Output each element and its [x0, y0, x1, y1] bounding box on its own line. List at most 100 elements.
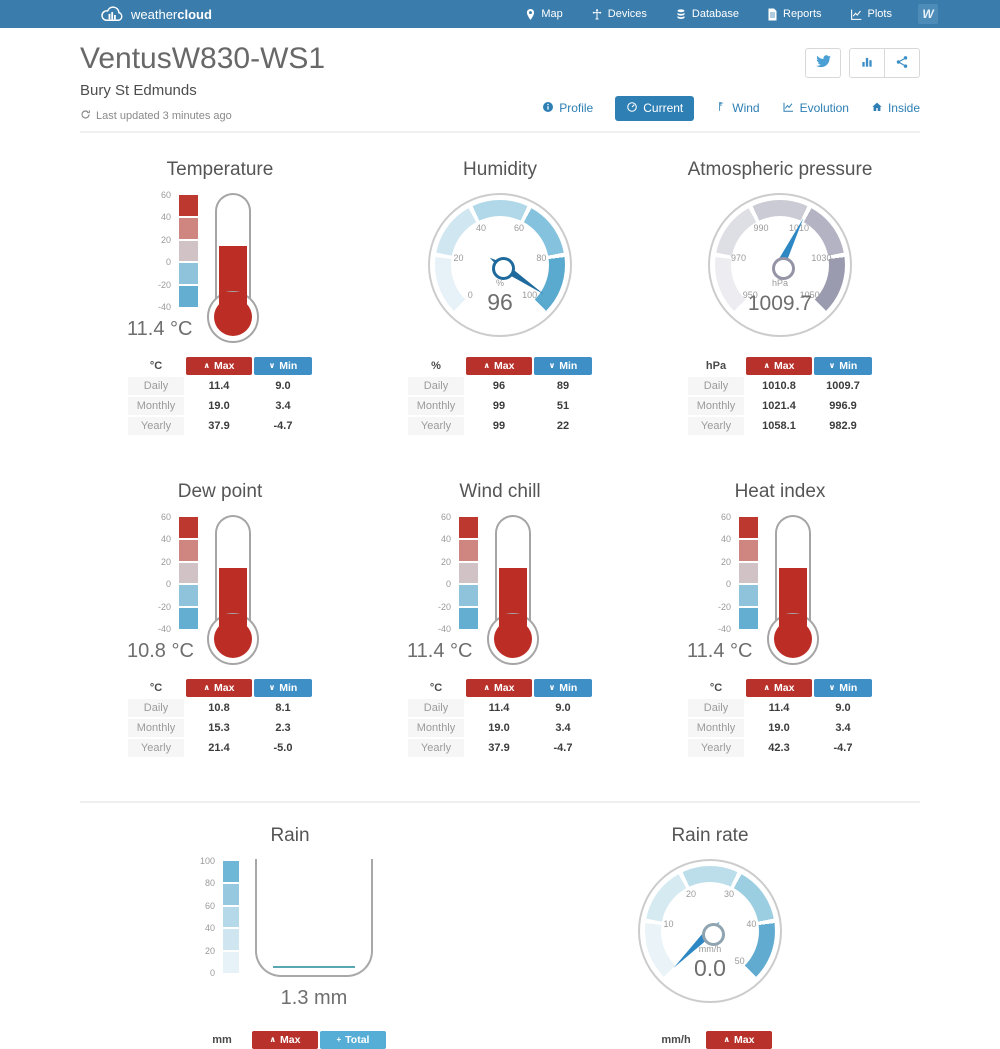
info-icon: [542, 101, 554, 116]
wind-chill-thermometer: 60 40 20 0 -20 -40 11.4 °C: [407, 511, 585, 667]
pressure-unit: hPa: [771, 277, 788, 288]
rain-color-scale: [223, 861, 239, 973]
pressure-widget: Atmospheric pressure 950 970 990 1010 10…: [640, 133, 920, 435]
social-buttons: [805, 48, 920, 78]
nav-item-reports[interactable]: Reports: [767, 8, 822, 21]
widget-title-rain: Rain: [270, 825, 310, 846]
pressure-table: hPa ∧ Max ∨ Min Daily 1010.8 1009.7 Monthl…: [688, 357, 872, 435]
rain-table: mm ∧ Max + Total: [194, 1031, 386, 1049]
dew-point-value: 10.8 °C: [127, 640, 194, 662]
brand-cloud: cloud: [177, 6, 212, 22]
widget-title-wind-chill: Wind chill: [459, 481, 541, 502]
last-updated: Last updated 3 minutes ago: [80, 109, 325, 123]
min-column-header: ∨ Min: [534, 679, 592, 697]
max-column-header: ∧ Max: [706, 1031, 772, 1049]
tab-profile[interactable]: Profile: [542, 96, 593, 121]
nav-item-plots[interactable]: Plots: [850, 8, 892, 21]
total-column-header: + Total: [320, 1031, 386, 1049]
pressure-value: 1009.7: [747, 291, 813, 315]
nav-item-database[interactable]: Database: [675, 8, 739, 21]
rain-rate-widget: Rain rate 10 20 30 40 50 mm/h 0.0 mm/h ∧…: [500, 803, 920, 1049]
refresh-icon[interactable]: [80, 109, 91, 123]
heat-index-thermometer: 60 40 20 0 -20 -40 11.4 °C: [687, 511, 865, 667]
station-location: Bury St Edmunds: [80, 82, 197, 99]
min-column-header: ∨ Min: [254, 357, 312, 375]
widget-title-humidity: Humidity: [463, 159, 537, 180]
nav-item-devices[interactable]: Devices: [591, 8, 647, 21]
humidity-widget: Humidity 0 20 40 60 80 100 % 96 %: [360, 133, 640, 435]
dew-point-thermometer: 60 40 20 0 -20 -40 10.8 °C: [127, 511, 305, 667]
humidity-value: 96: [487, 288, 513, 315]
evolution-chart-icon: [782, 101, 795, 116]
widget-title-dew-point: Dew point: [177, 481, 263, 502]
min-column-header: ∨ Min: [534, 357, 592, 375]
top-nav: weathercloud Map Devices Database Report…: [0, 0, 1000, 28]
home-icon: [871, 101, 883, 116]
widget-title-heat-index: Heat index: [734, 481, 826, 502]
max-column-header: ∧ Max: [746, 357, 812, 375]
report-document-icon: [767, 8, 778, 21]
heat-index-value: 11.4 °C: [687, 640, 753, 662]
wind-chill-color-scale: [459, 517, 478, 629]
dew-point-table: °C ∧ Max ∨ Min Daily 10.8 8.1 Monthly 15.3…: [128, 679, 312, 757]
section-divider: [80, 801, 920, 803]
temperature-value: 11.4 °C: [127, 318, 193, 340]
brand-weather: weather: [131, 6, 178, 22]
wind-chill-widget: Wind chill 60 40 20 0 -20 -40 11.4 °C °: [360, 455, 640, 757]
dew-point-widget: Dew point 60 40 20 0 -20 -40 10.8 °C °C: [80, 455, 360, 757]
rain-widget: Rain 100 80 60 40 20 0 1.3 mm mm ∧ Max + T…: [80, 803, 500, 1049]
rain-rate-value: 0.0: [694, 954, 726, 981]
share-icon: [895, 55, 909, 72]
tab-inside[interactable]: Inside: [871, 96, 920, 121]
heat-index-widget: Heat index 60 40 20 0 -20 -40 11.4 °C °: [640, 455, 920, 757]
rain-rate-unit: mm/h: [698, 943, 722, 954]
humidity-unit: %: [495, 277, 504, 288]
wind-chill-value: 11.4 °C: [407, 640, 473, 662]
dew-point-color-scale: [179, 517, 198, 629]
widget-title-rain-rate: Rain rate: [671, 825, 749, 846]
map-pin-icon: [525, 8, 536, 21]
max-column-header: ∧ Max: [746, 679, 812, 697]
view-tabs: Profile Current Wind Evolution Inside: [542, 95, 920, 121]
twitter-icon: [815, 55, 831, 71]
weathercloud-logo-icon: [100, 3, 124, 26]
heat-index-color-scale: [739, 517, 758, 629]
max-column-header: ∧ Max: [186, 679, 252, 697]
temperature-table: °C ∧ Max ∨ Min Daily 11.4 9.0 Monthly 19.0…: [128, 357, 312, 435]
user-avatar[interactable]: W: [918, 4, 938, 24]
temperature-color-scale: [179, 195, 198, 307]
max-column-header: ∧ Max: [466, 679, 532, 697]
widget-title-temperature: Temperature: [166, 159, 274, 180]
water-level: [273, 966, 355, 968]
nav-item-map[interactable]: Map: [525, 8, 563, 21]
humidity-gauge: 0 20 40 60 80 100 % 96: [428, 193, 572, 337]
min-column-header: ∨ Min: [814, 679, 872, 697]
min-column-header: ∨ Min: [254, 679, 312, 697]
wind-chill-table: °C ∧ Max ∨ Min Daily 11.4 9.0 Monthly 19.0…: [408, 679, 592, 757]
min-column-header: ∨ Min: [814, 357, 872, 375]
weather-station-icon: [591, 8, 603, 21]
widget-title-pressure: Atmospheric pressure: [687, 159, 873, 180]
database-icon: [675, 8, 687, 21]
tab-wind[interactable]: Wind: [716, 95, 760, 121]
share-button[interactable]: [884, 48, 920, 78]
brand-logo[interactable]: weathercloud: [100, 3, 212, 26]
rain-rate-table: mm/h ∧ Max: [648, 1031, 772, 1049]
line-chart-icon: [850, 8, 863, 21]
rain-gauge: 100 80 60 40 20 0 1.3 mm: [185, 855, 395, 1019]
max-column-header: ∧ Max: [466, 357, 532, 375]
tab-evolution[interactable]: Evolution: [782, 96, 849, 121]
heat-index-table: °C ∧ Max ∨ Min Daily 11.4 9.0 Monthly 19.0…: [688, 679, 872, 757]
twitter-button[interactable]: [805, 48, 841, 78]
max-column-header: ∧ Max: [186, 357, 252, 375]
rain-value: 1.3 mm: [280, 987, 348, 1009]
tab-current[interactable]: Current: [615, 95, 695, 121]
stats-button[interactable]: [849, 48, 885, 78]
page-title: VentusW830-WS1: [80, 42, 326, 75]
temperature-widget: Temperature 60 40 20 0 -20 -40 11.4 °C: [80, 133, 360, 435]
max-column-header: ∧ Max: [252, 1031, 318, 1049]
rain-rate-gauge: 10 20 30 40 50 mm/h 0.0: [638, 859, 782, 1003]
pressure-gauge: 950 970 990 1010 1030 1050 hPa 1009.7: [708, 193, 852, 337]
wind-flag-icon: [716, 100, 727, 116]
bar-chart-icon: [860, 55, 874, 72]
